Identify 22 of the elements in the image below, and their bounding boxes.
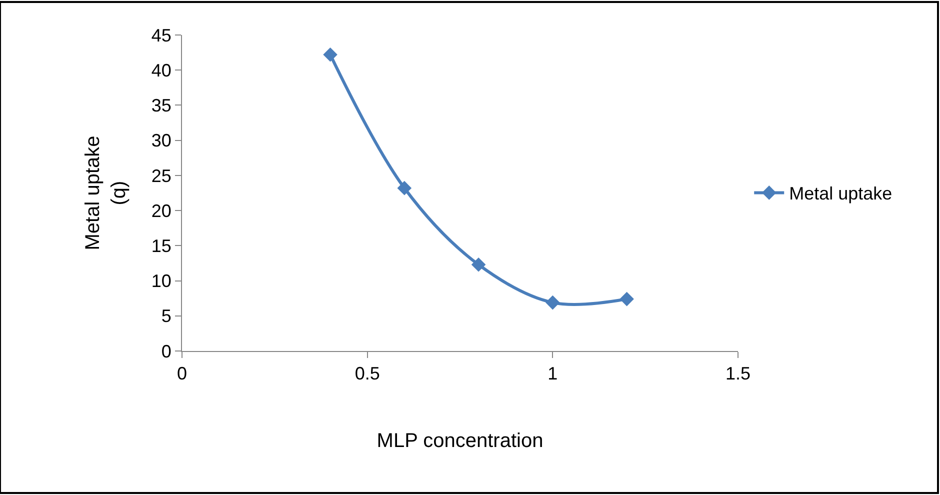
y-tick-label: 45 (151, 25, 172, 46)
point (620, 292, 634, 306)
x-tick-label: 0.5 (354, 364, 380, 384)
y-tick-label: 5 (161, 306, 172, 326)
point (546, 295, 560, 310)
point (323, 48, 338, 62)
y-tick-label: 20 (151, 200, 172, 221)
point (397, 180, 412, 196)
y-tick-label: 40 (151, 60, 172, 80)
x-tick-label: 0 (176, 364, 188, 384)
y-tick-label: 0 (161, 341, 172, 362)
y-tick-label: 10 (151, 271, 172, 292)
x-axis-title: MLP concentration (376, 430, 544, 452)
y-tick-label: 15 (151, 236, 172, 256)
x-tick-label: 1.5 (725, 364, 751, 384)
y-tick-label: 30 (151, 130, 172, 151)
y-axis-title: Metal uptake (q) (82, 136, 130, 250)
y-tick-label: 25 (151, 166, 172, 186)
x-tick-label: 1 (548, 364, 558, 384)
legend-label: Metal uptake (789, 184, 892, 204)
point (471, 257, 486, 272)
y-tick-label: 35 (151, 96, 172, 116)
